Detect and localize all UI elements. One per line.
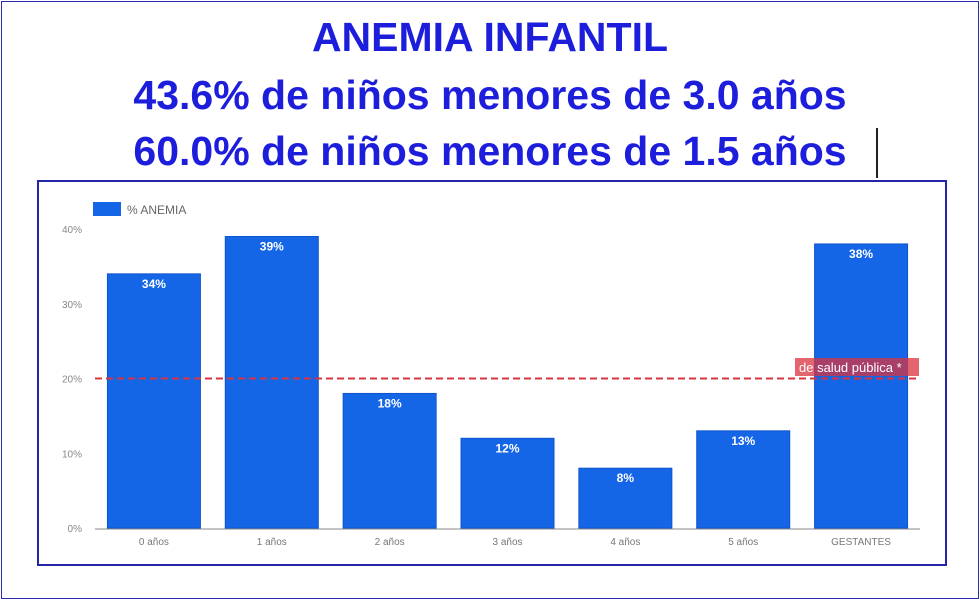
bar-5 [696, 430, 791, 529]
bar-value-label: 39% [260, 239, 284, 253]
bar-value-label: 8% [617, 471, 635, 485]
title-line-2: 43.6% de niños menores de 3.0 años [133, 72, 847, 118]
x-tick-label: 4 años [610, 537, 640, 548]
title-line-1: ANEMIA INFANTIL [311, 14, 669, 60]
x-tick-label: 5 años [728, 537, 758, 548]
x-tick-label: 2 años [375, 537, 405, 548]
legend-label: % ANEMIA [127, 203, 186, 217]
bar-6 [814, 243, 909, 529]
bar-value-label: 34% [142, 277, 166, 291]
x-tick-label: GESTANTES [831, 537, 891, 548]
y-tick-label: 40% [62, 225, 82, 236]
y-tick-label: 0% [68, 524, 83, 535]
bar-value-label: 13% [731, 434, 755, 448]
x-tick-label: 1 años [257, 537, 287, 548]
bar-3 [460, 437, 555, 529]
bar-2 [342, 392, 437, 529]
chart-frame [37, 180, 947, 566]
reference-label-bg [795, 358, 919, 376]
x-tick-label: 0 años [139, 537, 169, 548]
y-tick-label: 30% [62, 300, 82, 311]
y-tick-label: 20% [62, 375, 82, 386]
y-tick-label: 10% [62, 449, 82, 460]
bar-value-label: 18% [378, 396, 402, 410]
bar-value-label: 38% [849, 247, 873, 261]
legend-swatch [93, 202, 121, 216]
x-tick-label: 3 años [492, 537, 522, 548]
title-line-3: 60.0% de niños menores de 1.5 años [133, 128, 847, 174]
bar-value-label: 12% [495, 441, 519, 455]
bar-1 [224, 235, 319, 529]
text-cursor [876, 128, 878, 178]
bar-4 [578, 467, 673, 529]
reference-label: de salud pública * [799, 360, 902, 375]
bar-0 [106, 273, 201, 529]
